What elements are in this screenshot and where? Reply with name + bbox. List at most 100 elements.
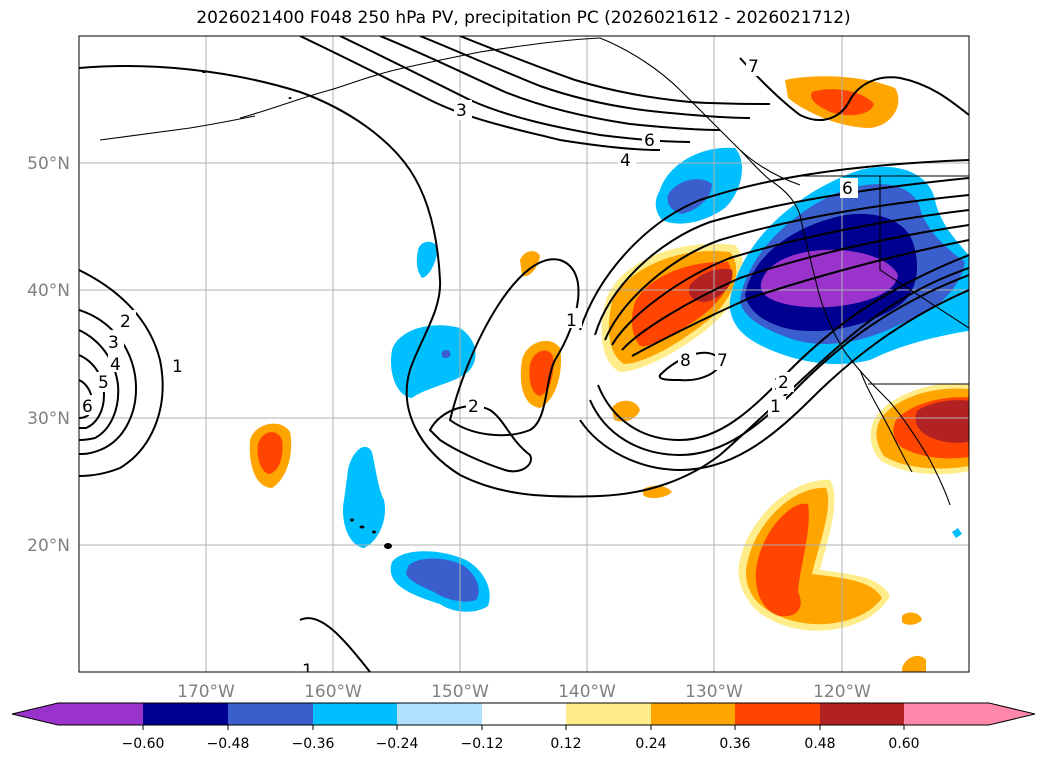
- contour-label: 2: [778, 373, 789, 393]
- lon-label: 130°W: [685, 682, 743, 702]
- contour-label: 6: [842, 179, 853, 199]
- pv-contour-west-3: [79, 329, 120, 441]
- island-hawaii: [384, 543, 392, 549]
- border-state: [879, 176, 969, 329]
- lon-label: 150°W: [431, 682, 489, 702]
- contour-label: 5: [98, 373, 109, 393]
- anomaly-blob-ne-pacific-core: [688, 268, 733, 302]
- coastline-baja: [859, 369, 913, 473]
- contour-label: 1: [770, 397, 781, 417]
- coastline-us-west: [799, 214, 951, 506]
- lat-label: 30°N: [27, 409, 70, 429]
- colorbar-segment: [482, 703, 568, 725]
- anomaly-blob-gulf-mid: [667, 179, 712, 214]
- island-hawaii: [359, 525, 365, 529]
- pv-contour-north-e: [459, 36, 771, 105]
- anomaly-blob-alaska-core: [811, 89, 874, 116]
- coastline-alaska: [239, 37, 601, 119]
- colorbar-tick-label: −0.36: [292, 736, 335, 752]
- pv-contour-jet-f: [631, 239, 969, 357]
- colorbar-segment: [651, 703, 737, 725]
- pv-contour-3: [448, 258, 580, 437]
- colorbar-segment: [228, 703, 314, 725]
- pv-contour-jet-c: [604, 194, 969, 341]
- anomaly-blob-hawaii-west-core: [257, 432, 283, 474]
- lon-label: 140°W: [558, 682, 616, 702]
- colorbar-segment: [566, 703, 652, 725]
- contour-label: 6: [82, 397, 93, 417]
- colorbar-segment: [397, 703, 483, 725]
- pv-contour-jet-g: [579, 289, 969, 472]
- lat-label: 20°N: [27, 536, 70, 556]
- contour-label: 1: [566, 311, 577, 331]
- colorbar-segment: [143, 703, 229, 725]
- anomaly-blob-north-central: [416, 241, 438, 278]
- anomaly-blob-baja-core: [915, 400, 969, 443]
- contour-label: 2: [120, 312, 131, 332]
- pv-contour-west-1: [79, 269, 164, 477]
- colorbar-tick-label: 0.60: [888, 736, 919, 752]
- colorbar-tick-label: −0.24: [376, 736, 419, 752]
- pv-contour-alaska: [739, 57, 969, 121]
- map-panel: 2 3 4 5 6 1 3 6 4 2 1 2 8 7: [79, 36, 969, 681]
- islands: [202, 71, 392, 549]
- colorbar-tick-label: −0.48: [207, 736, 250, 752]
- pv-contour-north-d: [419, 36, 751, 119]
- colorbar-segment-extend-max: [989, 703, 1035, 725]
- contour-label: 6: [644, 131, 655, 151]
- colorbar-segment-extend-min: [12, 703, 58, 725]
- map-title: 2026021400 F048 250 hPa PV, precipitatio…: [196, 8, 851, 28]
- negative-anomaly-shading: [342, 147, 969, 612]
- contour-label: 2: [468, 397, 479, 417]
- contour-label: 1: [302, 661, 313, 681]
- anomaly-blob-subtropic-strong: [755, 503, 809, 617]
- pv-contour-north-a: [299, 36, 661, 151]
- lon-label: 160°W: [304, 682, 362, 702]
- pv-contour-west-4: [79, 354, 106, 429]
- anomaly-blob-hawaii-chain: [342, 446, 386, 548]
- island-small: [288, 97, 292, 99]
- pv-contour-jet-a: [579, 159, 969, 331]
- map-frame: [78, 35, 970, 673]
- colorbar-segment: [313, 703, 399, 725]
- pv-contour-jet-i: [597, 254, 969, 442]
- contour-label: 8: [680, 351, 691, 371]
- anomaly-blob-small-5: [902, 655, 926, 672]
- coastline-aleutians: [99, 115, 256, 141]
- colorbar-ticks: [142, 725, 905, 730]
- colorbar-segment: [820, 703, 906, 725]
- colorbar-segment: [58, 703, 144, 725]
- colorbar-segment: [735, 703, 821, 725]
- lon-label: 120°W: [813, 682, 871, 702]
- pv-contour-jet-e: [621, 224, 969, 351]
- colorbar-tick-label: 0.12: [550, 736, 581, 752]
- anomaly-blob-small-neg: [952, 528, 962, 538]
- contour-label: 4: [620, 151, 631, 171]
- pv-contour-1-east: [299, 617, 371, 672]
- anomaly-blob-mid-pacific: [390, 325, 476, 398]
- latitude-labels: 50°N 40°N 30°N 20°N: [27, 154, 70, 556]
- contour-label: 4: [110, 355, 121, 375]
- longitude-labels: 170°W 160°W 150°W 140°W 130°W 120°W: [177, 682, 871, 702]
- pv-contour-north-c: [379, 36, 721, 131]
- anomaly-blob-small-4: [902, 612, 922, 625]
- anomaly-blob-small-1: [520, 251, 540, 277]
- contour-label: 7: [748, 57, 759, 77]
- island-hawaii: [350, 518, 354, 522]
- pv-contour-jet-h: [589, 274, 969, 457]
- colorbar-tick-label: −0.60: [122, 736, 165, 752]
- colorbar-tick-label: 0.36: [719, 736, 750, 752]
- contour-label: 3: [108, 333, 119, 353]
- colorbar: −0.60 −0.48 −0.36 −0.24 −0.12 0.12 0.24 …: [11, 702, 1036, 752]
- anomaly-blob-mid-pacific-core: [441, 349, 451, 359]
- contour-label: 1: [172, 357, 183, 377]
- island-hawaii: [372, 530, 376, 534]
- contour-label: 7: [717, 351, 728, 371]
- colorbar-segment: [904, 703, 990, 725]
- colorbar-tick-label: −0.12: [461, 736, 504, 752]
- pv-contour-jet-b: [594, 177, 969, 336]
- colorbar-tick-label: 0.48: [804, 736, 835, 752]
- colorbar-outline: [11, 702, 1036, 726]
- colorbar-tick-label: 0.24: [635, 736, 666, 752]
